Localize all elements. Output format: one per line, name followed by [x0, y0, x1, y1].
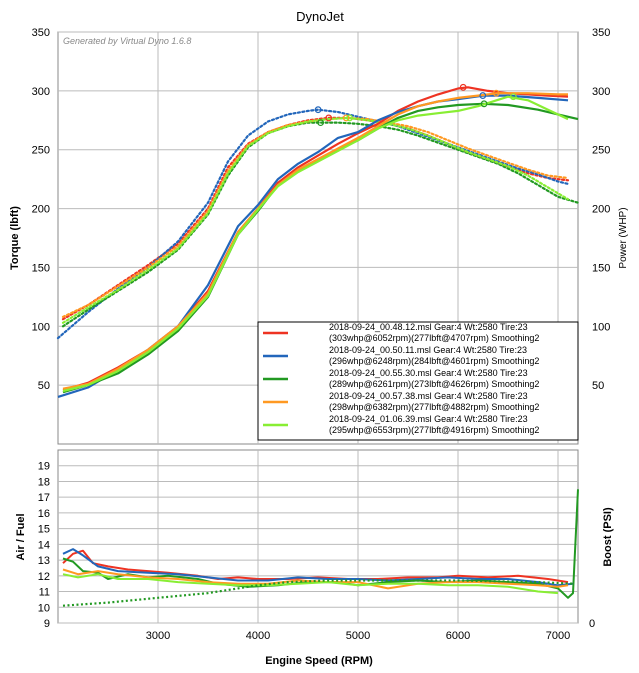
torque-peak-marker [314, 106, 322, 114]
bottom-series [62, 489, 579, 607]
power-tick-label: 250 [592, 145, 610, 157]
boost-curve [62, 579, 574, 607]
torque-curve [56, 108, 570, 340]
torque-tick-label: 250 [32, 145, 50, 157]
legend-box [257, 321, 579, 441]
legend-label-stats: (295whp@6553rpm)(277lbft@4916rpm) Smooth… [329, 425, 539, 435]
torque-tick-label: 200 [32, 204, 50, 216]
legend-label-stats: (303whp@6052rpm)(277lbft@4707rpm) Smooth… [329, 333, 539, 343]
legend-label-stats: (289whp@6261rpm)(273lbft@4626rpm) Smooth… [329, 379, 539, 389]
boost-axis-label: Boost (PSI) [602, 507, 614, 567]
air-fuel-tick-label: 18 [38, 476, 50, 488]
chart-title: DynoJet [296, 9, 344, 24]
rpm-tick-label: 5000 [346, 630, 370, 642]
power-curve [62, 95, 569, 393]
torque-peak-marker [317, 119, 325, 127]
top-series [56, 83, 580, 398]
bottom-xticks: 3000 4000 5000 6000 7000 [146, 630, 570, 642]
air-fuel-tick-label: 17 [38, 492, 50, 504]
bottom-yticks: 9 10 11 12 13 14 15 16 17 18 19 [38, 461, 50, 630]
legend-label: 2018-09-24_00.48.12.msl Gear:4 Wt:2580 T… [329, 322, 528, 332]
torque-tick-label: 350 [32, 27, 50, 39]
torque-peak-marker [346, 114, 354, 122]
bottom-plot-area [57, 449, 579, 624]
power-peak-marker [509, 93, 517, 101]
power-peak-marker [480, 100, 488, 108]
air-fuel-curve [62, 548, 574, 587]
air-fuel-tick-label: 11 [39, 587, 50, 599]
air-fuel-tick-label: 13 [38, 555, 50, 567]
torque-peak-marker [342, 114, 350, 122]
power-curve [62, 92, 568, 390]
torque-tick-label: 150 [32, 262, 50, 274]
air-fuel-curve [62, 573, 559, 595]
legend-label: 2018-09-24_00.50.11.msl Gear:4 Wt:2580 T… [329, 345, 527, 355]
power-tick-label: 200 [592, 204, 610, 216]
power-peak-marker [492, 89, 500, 97]
legend-items: 2018-09-24_00.48.12.msl Gear:4 Wt:2580 T… [263, 322, 539, 435]
torque-tick-label: 100 [32, 321, 50, 333]
power-tick-label: 150 [592, 262, 610, 274]
air-fuel-tick-label: 16 [38, 508, 50, 520]
legend-label-stats: (298whp@6382rpm)(277lbft@4882rpm) Smooth… [329, 402, 539, 412]
air-fuel-tick-label: 19 [38, 461, 50, 473]
rpm-tick-label: 3000 [146, 630, 170, 642]
legend-label: 2018-09-24_00.57.38.msl Gear:4 Wt:2580 T… [329, 391, 528, 401]
power-peak-marker [459, 83, 467, 91]
watermark-text: Generated by Virtual Dyno 1.6.8 [63, 36, 191, 46]
torque-curve [61, 121, 580, 328]
air-fuel-tick-label: 12 [38, 571, 50, 583]
power-tick-label: 50 [592, 380, 604, 392]
top-yticks-left: 50 100 150 200 250 300 350 [32, 27, 50, 392]
legend: 2018-09-24_00.48.12.msl Gear:4 Wt:2580 T… [257, 321, 579, 441]
torque-tick-label: 50 [38, 380, 50, 392]
torque-curve [61, 116, 570, 324]
top-yticks-right: 50 100 150 200 250 300 350 [592, 27, 610, 392]
power-tick-label: 300 [592, 86, 610, 98]
power-peak-marker [479, 92, 487, 99]
power-tick-label: 350 [592, 27, 610, 39]
rpm-tick-label: 4000 [246, 630, 270, 642]
power-axis-label: Power (WHP) [618, 207, 629, 268]
torque-tick-label: 300 [32, 86, 50, 98]
legend-label: 2018-09-24_01.06.39.msl Gear:4 Wt:2580 T… [329, 414, 528, 424]
torque-peak-marker [325, 114, 333, 122]
boost-zero-label: 0 [589, 618, 595, 630]
legend-label-stats: (296whp@6248rpm)(284lbft@4601rpm) Smooth… [329, 356, 539, 366]
air-fuel-tick-label: 14 [38, 539, 50, 551]
air-fuel-curve [62, 568, 569, 590]
air-fuel-tick-label: 10 [38, 602, 50, 614]
air-fuel-tick-label: 15 [38, 524, 50, 536]
bottom-grid [58, 450, 578, 624]
rpm-tick-label: 6000 [446, 630, 470, 642]
air-fuel-curve [62, 549, 569, 584]
x-axis-label: Engine Speed (RPM) [265, 655, 373, 667]
air-fuel-curve [62, 489, 579, 599]
air-fuel-axis-label: Air / Fuel [15, 513, 27, 560]
torque-axis-label: Torque (lbft) [9, 206, 21, 270]
legend-label: 2018-09-24_00.55.30.msl Gear:4 Wt:2580 T… [329, 368, 528, 378]
rpm-tick-label: 7000 [546, 630, 570, 642]
bottom-plot: 9 10 11 12 13 14 15 16 17 18 19 3000 4000 5000 6000 70… [15, 449, 614, 667]
air-fuel-tick-label: 9 [44, 618, 50, 630]
power-tick-label: 100 [592, 321, 610, 333]
